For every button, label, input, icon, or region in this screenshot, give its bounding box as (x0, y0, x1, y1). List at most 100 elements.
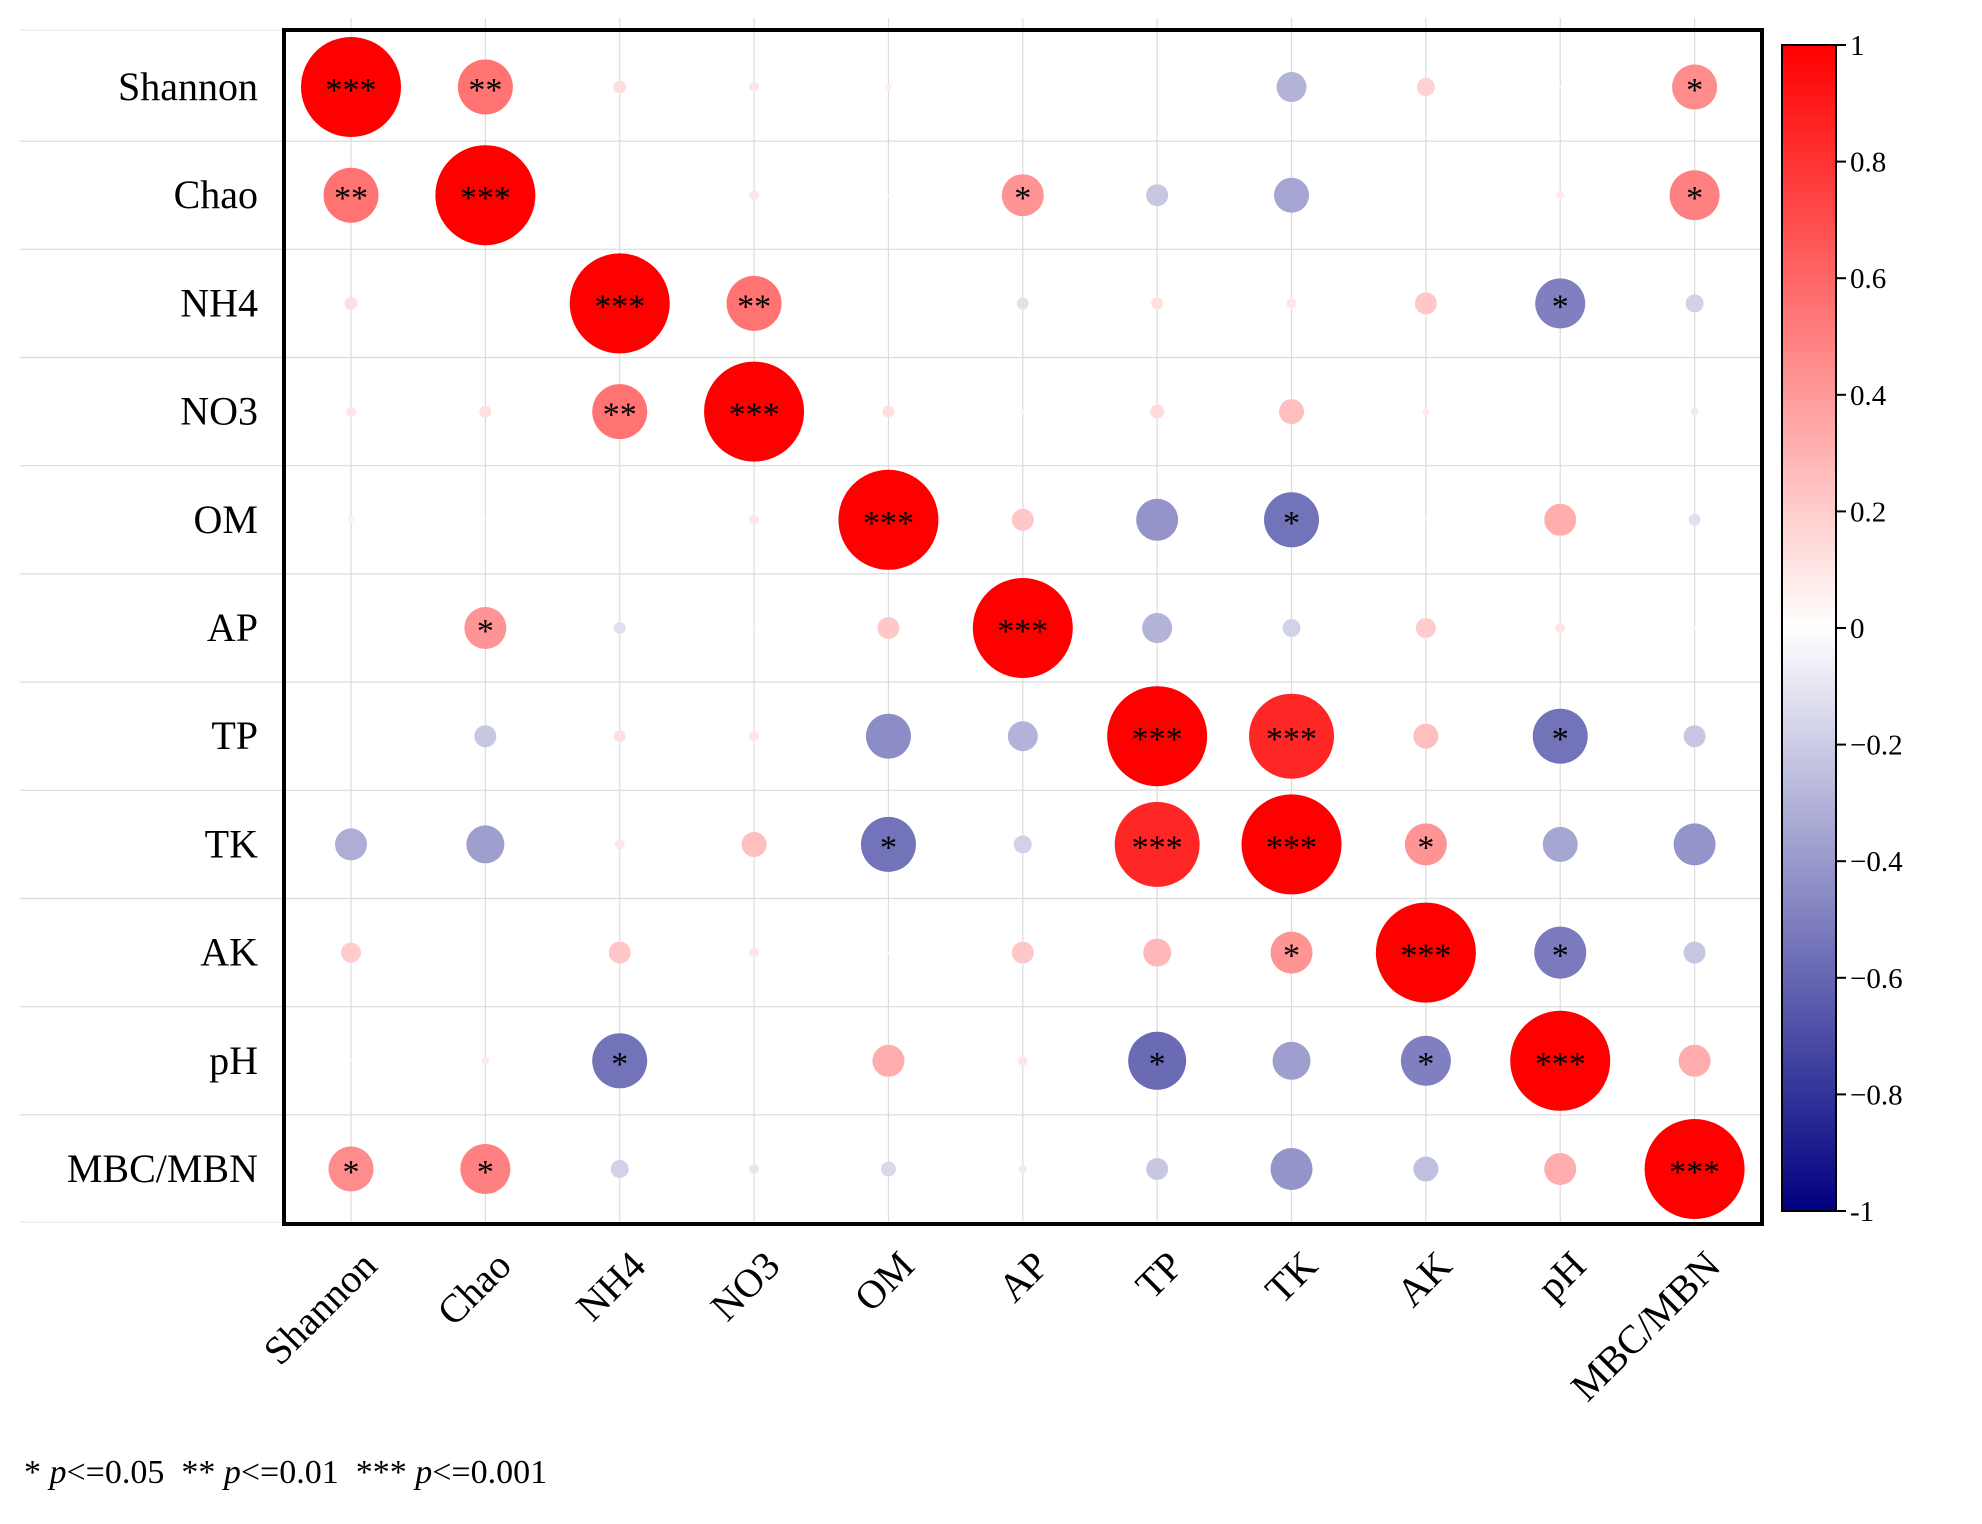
corr-circle-6-4 (865, 713, 911, 759)
corr-circle-6-10 (1683, 725, 1706, 748)
col-label-1: Chao (428, 1243, 520, 1335)
col-label-0: Shannon (255, 1243, 386, 1374)
col-label-5: AP (989, 1243, 1057, 1311)
col-label-9: pH (1528, 1243, 1594, 1309)
corr-circle-10-6 (1146, 1158, 1169, 1180)
sig-marker-10-10: *** (1669, 1154, 1720, 1191)
row-label-4: OM (194, 497, 258, 542)
colorbar-tick-label: 0.2 (1850, 496, 1886, 528)
legend-threshold-1: <=0.05 (66, 1454, 165, 1491)
colorbar-tick-label: 0.8 (1850, 147, 1886, 179)
sig-marker-7-7: *** (1266, 829, 1317, 866)
corr-circle-7-8 (1404, 823, 1447, 866)
corr-circle-5-7 (1282, 619, 1301, 637)
corr-circle-3-8 (1422, 408, 1430, 416)
corr-circle-2-9 (1535, 278, 1586, 329)
sig-marker-1-0: ** (334, 180, 368, 217)
corr-circle-4-4 (838, 469, 939, 570)
corr-circle-8-5 (1011, 941, 1034, 964)
corr-circle-3-0 (346, 406, 356, 417)
sig-marker-7-4: * (880, 829, 897, 866)
corr-circle-1-7 (1274, 177, 1310, 213)
row-label-10: MBC/MBN (67, 1146, 258, 1191)
row-labels: Shannon Chao NH4 NO3 OM AP TP TK AK pH MBC/MBN (67, 64, 258, 1191)
sig-marker-9-6: * (1149, 1046, 1166, 1083)
corr-circle-5-4 (877, 617, 900, 639)
sig-marker-4-4: *** (863, 505, 914, 542)
legend-p-3: p (415, 1454, 433, 1491)
corr-circle-9-2 (592, 1033, 648, 1089)
corr-circle-5-2 (613, 622, 626, 634)
corr-circle-8-0 (341, 942, 361, 963)
colorbar-tick-label: −0.4 (1850, 846, 1903, 878)
colorbar-tick-label: 0 (1850, 613, 1865, 645)
correlation-circles (301, 37, 1745, 1219)
sig-marker-2-3: ** (737, 288, 771, 325)
legend-threshold-2: <=0.01 (240, 1454, 339, 1491)
colorbar-tick-label: 0.4 (1850, 380, 1887, 412)
colorbar-gradient (1781, 44, 1837, 1212)
sig-marker-6-6: *** (1132, 721, 1183, 758)
corr-circle-8-8 (1375, 902, 1476, 1003)
row-label-1: Chao (174, 172, 258, 217)
corr-circle-3-5 (1020, 409, 1025, 414)
corr-circle-4-0 (348, 516, 354, 523)
corr-circle-6-5 (1007, 721, 1038, 752)
corr-circle-6-9 (1532, 708, 1588, 764)
corr-circle-5-3 (752, 626, 757, 630)
corr-circle-2-0 (344, 296, 358, 310)
row-label-9: pH (209, 1038, 258, 1083)
colorbar-tick-label: 1 (1850, 30, 1865, 62)
corr-circle-7-9 (1542, 826, 1578, 862)
corr-circle-9-1 (481, 1056, 490, 1065)
corr-circle-0-2 (613, 80, 627, 94)
corr-circle-0-10 (1672, 64, 1718, 110)
corr-circle-10-5 (1018, 1165, 1027, 1173)
corr-circle-9-0 (350, 1059, 352, 1062)
legend-star-2: ** (181, 1454, 216, 1491)
corr-circle-4-3 (749, 514, 760, 525)
corr-circle-2-8 (1414, 292, 1437, 315)
sig-marker-5-1: * (477, 613, 494, 650)
corr-circle-4-8 (1424, 518, 1427, 521)
sig-marker-8-7: * (1283, 938, 1300, 975)
corr-circle-8-7 (1270, 931, 1313, 974)
corr-circle-4-10 (1688, 513, 1701, 526)
sig-marker-9-2: * (611, 1046, 628, 1083)
sig-marker-8-9: * (1552, 938, 1569, 975)
corr-circle-5-6 (1142, 613, 1173, 643)
corr-circle-10-1 (460, 1144, 511, 1194)
corr-circle-4-5 (1011, 508, 1034, 531)
corr-circle-4-9 (1544, 503, 1577, 536)
corr-circle-5-5 (972, 578, 1073, 678)
corr-circle-9-4 (872, 1044, 905, 1077)
corr-circle-5-9 (1555, 623, 1566, 633)
corr-circle-9-7 (1272, 1041, 1311, 1080)
corr-circle-0-7 (1276, 72, 1307, 102)
corr-circle-9-6 (1128, 1031, 1187, 1090)
corr-circle-10-2 (610, 1160, 629, 1178)
corr-circle-6-1 (474, 725, 497, 748)
corr-circle-3-10 (1690, 407, 1699, 416)
corr-circle-10-9 (1544, 1153, 1577, 1185)
col-label-8: AK (1388, 1242, 1461, 1315)
legend-threshold-3: <=0.001 (432, 1454, 548, 1491)
corr-circle-3-1 (479, 405, 492, 418)
corr-circle-7-10 (1673, 823, 1716, 866)
corr-circle-4-6 (1136, 498, 1179, 541)
corr-circle-8-3 (749, 947, 760, 958)
corr-circle-5-8 (1415, 618, 1436, 638)
sig-marker-5-5: *** (997, 613, 1048, 650)
plot-frame (282, 28, 1764, 1226)
corr-circle-1-4 (887, 194, 890, 197)
corr-circle-2-2 (569, 253, 670, 354)
corr-circle-1-1 (435, 145, 536, 246)
sig-marker-7-6: *** (1132, 829, 1183, 866)
corr-circle-6-7 (1249, 693, 1335, 779)
corr-circle-1-9 (1556, 191, 1565, 200)
corr-circle-3-7 (1279, 399, 1305, 425)
corr-circle-1-3 (749, 190, 760, 201)
corr-circle-7-7 (1241, 794, 1342, 895)
colorbar-tick-label: 0.6 (1850, 263, 1886, 295)
legend-star-3: *** (355, 1454, 407, 1491)
